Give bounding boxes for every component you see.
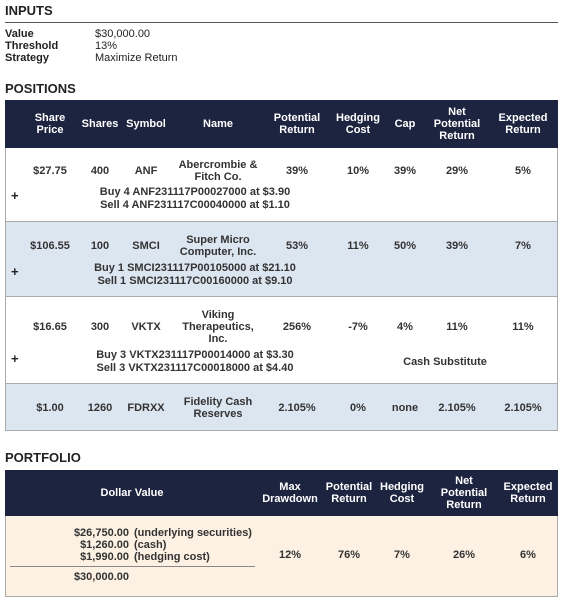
metric: 12% bbox=[278, 549, 302, 561]
section-title: PORTFOLIO bbox=[5, 450, 81, 465]
cell: $27.75 bbox=[33, 165, 67, 177]
holding-label: (hedging cost) bbox=[134, 551, 210, 563]
cell: 29% bbox=[445, 165, 469, 177]
input-label: Threshold bbox=[5, 40, 59, 52]
cell: 10% bbox=[346, 165, 370, 177]
hedge-order: Sell 4 ANF231117C00040000 at $1.10 bbox=[100, 198, 290, 211]
cell: SMCI bbox=[132, 240, 160, 252]
note: Cash Substitute bbox=[403, 356, 487, 368]
cell: 11% bbox=[446, 321, 468, 333]
expand-button[interactable]: + bbox=[11, 264, 19, 279]
cell: 2.105% bbox=[278, 402, 316, 414]
cell: 0% bbox=[350, 402, 366, 414]
column-header: Potential Return bbox=[273, 112, 321, 136]
section-title: POSITIONS bbox=[5, 81, 76, 96]
cell: $106.55 bbox=[30, 240, 70, 252]
cell: 39% bbox=[393, 165, 417, 177]
hedge-order: Buy 3 VKTX231117P00014000 at $3.30 bbox=[96, 349, 294, 361]
column-header: Shares bbox=[81, 118, 119, 130]
cell: Viking Therapeutics, Inc. bbox=[182, 309, 254, 345]
column-header: Symbol bbox=[126, 118, 166, 130]
input-label: Strategy bbox=[5, 52, 50, 64]
cell: 39% bbox=[285, 165, 309, 177]
section-title: INPUTS bbox=[5, 3, 53, 18]
column-header: Hedging Cost bbox=[336, 112, 380, 136]
cell: 1260 bbox=[87, 402, 113, 414]
position-row bbox=[5, 222, 558, 297]
cell: 256% bbox=[282, 321, 312, 333]
cell: 2.105% bbox=[504, 402, 542, 414]
input-value: $30,000.00 bbox=[95, 28, 151, 40]
cell: 50% bbox=[393, 240, 417, 252]
cell: 11% bbox=[347, 240, 369, 252]
holding-amount: $26,750.00 bbox=[73, 527, 129, 539]
cell: FDRXX bbox=[127, 402, 165, 414]
metric: 26% bbox=[452, 549, 476, 561]
cell: 4% bbox=[397, 321, 413, 333]
hedge-order: Sell 3 VKTX231117C00018000 at $4.40 bbox=[96, 361, 294, 374]
cell: 2.105% bbox=[438, 402, 476, 414]
cell: ANF bbox=[134, 165, 158, 177]
cell: $1.00 bbox=[36, 402, 64, 414]
table-header bbox=[5, 100, 558, 148]
cell: -7% bbox=[348, 321, 368, 333]
input-value: 13% bbox=[95, 40, 118, 52]
metric: 6% bbox=[520, 549, 536, 561]
metric: 76% bbox=[337, 549, 361, 561]
holding-label: (underlying securities) bbox=[134, 527, 252, 539]
holding-amount: $1,260.00 bbox=[80, 539, 129, 551]
cell: 7% bbox=[515, 240, 531, 252]
holding-label: (cash) bbox=[134, 539, 167, 551]
metric: 7% bbox=[394, 549, 410, 561]
cell: 11% bbox=[512, 321, 534, 333]
table-header bbox=[5, 470, 558, 516]
column-header: Dollar Value bbox=[100, 487, 164, 499]
column-header: Name bbox=[203, 118, 233, 130]
total: $30,000.00 bbox=[73, 571, 129, 583]
column-header: Potential Return bbox=[325, 481, 373, 505]
cell: 5% bbox=[515, 165, 531, 177]
column-header: Expected Return bbox=[503, 481, 553, 505]
column-header: Expected Return bbox=[498, 112, 548, 136]
position-row bbox=[5, 297, 558, 384]
cell: 39% bbox=[445, 240, 469, 252]
column-header: Cap bbox=[394, 118, 416, 130]
cell: VKTX bbox=[131, 321, 161, 333]
cell: 300 bbox=[90, 321, 110, 333]
column-header: Max Drawdown bbox=[262, 481, 318, 505]
expand-button[interactable]: + bbox=[11, 351, 19, 366]
portfolio-body bbox=[5, 516, 558, 597]
input-value: Maximize Return bbox=[95, 52, 178, 64]
position-row bbox=[5, 384, 558, 431]
sum-line bbox=[10, 566, 255, 567]
hedge-order: Buy 4 ANF231117P00027000 at $3.90 bbox=[99, 186, 291, 198]
cell: Super Micro Computer, Inc. bbox=[179, 234, 257, 258]
hedge-order: Buy 1 SMCI231117P00105000 at $21.10 bbox=[94, 262, 296, 274]
hedge-order: Sell 1 SMCI231117C00160000 at $9.10 bbox=[97, 274, 293, 287]
cell: 53% bbox=[285, 240, 309, 252]
expand-button[interactable]: + bbox=[11, 188, 19, 203]
input-label: Value bbox=[5, 28, 34, 40]
cell: none bbox=[391, 402, 419, 414]
column-header: Net Potential Return bbox=[433, 106, 481, 142]
cell: $16.65 bbox=[33, 321, 67, 333]
column-header: Net Potential Return bbox=[440, 475, 488, 511]
column-header: Share Price bbox=[34, 112, 66, 136]
cell: 400 bbox=[90, 165, 110, 177]
divider bbox=[5, 22, 558, 23]
holding-amount: $1,990.00 bbox=[80, 551, 129, 563]
cell: Fidelity Cash Reserves bbox=[183, 396, 253, 420]
column-header: Hedging Cost bbox=[380, 481, 424, 505]
cell: 100 bbox=[90, 240, 110, 252]
position-row bbox=[5, 148, 558, 222]
cell: Abercrombie & Fitch Co. bbox=[178, 159, 258, 183]
